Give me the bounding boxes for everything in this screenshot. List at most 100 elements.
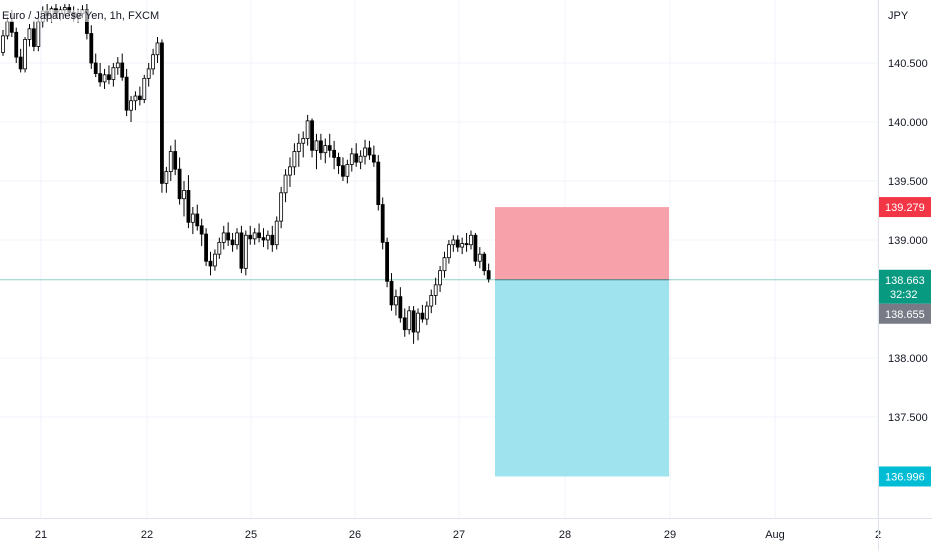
- candle: [371, 145, 376, 167]
- candle-body: [168, 151, 173, 172]
- y-tick-label: 139.500: [888, 176, 928, 188]
- prev-close-badge: 138.655: [879, 303, 931, 324]
- candle-body: [455, 239, 460, 248]
- candle: [186, 175, 191, 229]
- candle: [292, 143, 297, 176]
- candle-body: [482, 253, 487, 272]
- candle-body: [124, 76, 129, 111]
- candles-series: [1, 4, 491, 344]
- candle: [102, 68, 107, 89]
- candle-body: [230, 239, 235, 246]
- current-price-badge-text: 138.663: [885, 275, 925, 287]
- candle-body: [204, 233, 208, 262]
- candle: [367, 140, 372, 160]
- candle-body: [420, 312, 425, 320]
- candle: [358, 150, 363, 170]
- candle-body: [235, 232, 239, 246]
- candle-body: [27, 28, 32, 40]
- candle-body: [296, 142, 301, 152]
- candle: [213, 249, 217, 271]
- candle-body: [248, 234, 253, 240]
- candle-body: [429, 295, 434, 307]
- candle-body: [1, 35, 5, 53]
- candle-body: [270, 234, 275, 246]
- target-price-badge: 136.996: [879, 466, 931, 487]
- candle-body: [460, 243, 465, 248]
- candle-body: [182, 190, 186, 200]
- candle-body: [407, 310, 412, 331]
- candle: [447, 240, 451, 264]
- candle: [217, 237, 222, 259]
- x-tick-label: 21: [35, 529, 47, 541]
- candle: [477, 247, 482, 269]
- stop-price-badge: 139.279: [879, 197, 931, 218]
- prev-close-badge-box: [879, 303, 931, 324]
- current-price-badge-countdown: 32:32: [890, 289, 918, 301]
- candle-body: [473, 234, 478, 262]
- candle: [296, 133, 301, 167]
- candle-body: [199, 225, 204, 235]
- candle: [18, 48, 23, 73]
- symbol-title[interactable]: Euro / Japanese Yen, 1h, FXCM: [2, 10, 160, 22]
- candle: [137, 86, 142, 106]
- candle-body: [120, 62, 125, 78]
- candle-body: [14, 31, 19, 58]
- candle: [243, 230, 248, 276]
- candle: [429, 289, 434, 314]
- candle: [433, 277, 438, 305]
- candle: [120, 53, 125, 81]
- candle-body: [93, 62, 98, 75]
- candle: [274, 216, 279, 250]
- candle-body: [5, 21, 10, 37]
- candle: [257, 223, 261, 243]
- candle: [182, 181, 186, 217]
- candle-body: [190, 213, 195, 223]
- y-tick-label: 140.500: [888, 58, 928, 70]
- candle: [354, 143, 359, 167]
- candle: [93, 53, 98, 78]
- y-tick-label: 137.500: [888, 412, 928, 424]
- candle: [199, 218, 204, 246]
- candle-body: [133, 95, 138, 102]
- candle-body: [142, 77, 147, 100]
- candle-body: [98, 73, 103, 83]
- candle: [411, 306, 416, 344]
- candle-body: [177, 168, 182, 200]
- candle: [464, 232, 469, 252]
- candle-body: [486, 270, 491, 280]
- candle-body: [102, 74, 107, 83]
- candle-body: [115, 62, 120, 69]
- candle-body: [36, 21, 41, 47]
- candle-body: [239, 232, 244, 269]
- candle: [349, 147, 354, 172]
- candle: [173, 139, 178, 176]
- candle-body: [314, 140, 319, 151]
- candle-body: [137, 95, 142, 100]
- candle: [221, 225, 226, 250]
- candle-body: [221, 232, 226, 243]
- y-tick-label: 139.000: [888, 235, 928, 247]
- candle-body: [380, 204, 385, 243]
- candle: [129, 96, 133, 122]
- candle: [190, 206, 195, 235]
- candle-body: [18, 56, 23, 70]
- candle: [473, 232, 478, 266]
- candle: [155, 37, 160, 63]
- candle-body: [195, 213, 200, 227]
- candle: [133, 91, 138, 111]
- candle: [14, 27, 19, 63]
- candle-body: [424, 305, 429, 320]
- prev-close-badge-text: 138.655: [885, 309, 925, 321]
- candle: [27, 24, 32, 47]
- candle: [204, 228, 208, 266]
- stop-price-badge-text: 139.279: [885, 202, 925, 214]
- candle: [168, 145, 173, 181]
- candle-body: [155, 42, 160, 56]
- candle-body: [345, 164, 350, 177]
- candle-body: [363, 147, 367, 157]
- candle: [32, 20, 36, 52]
- candle-body: [323, 145, 328, 154]
- candle-body: [416, 312, 420, 333]
- candle-body: [367, 147, 372, 156]
